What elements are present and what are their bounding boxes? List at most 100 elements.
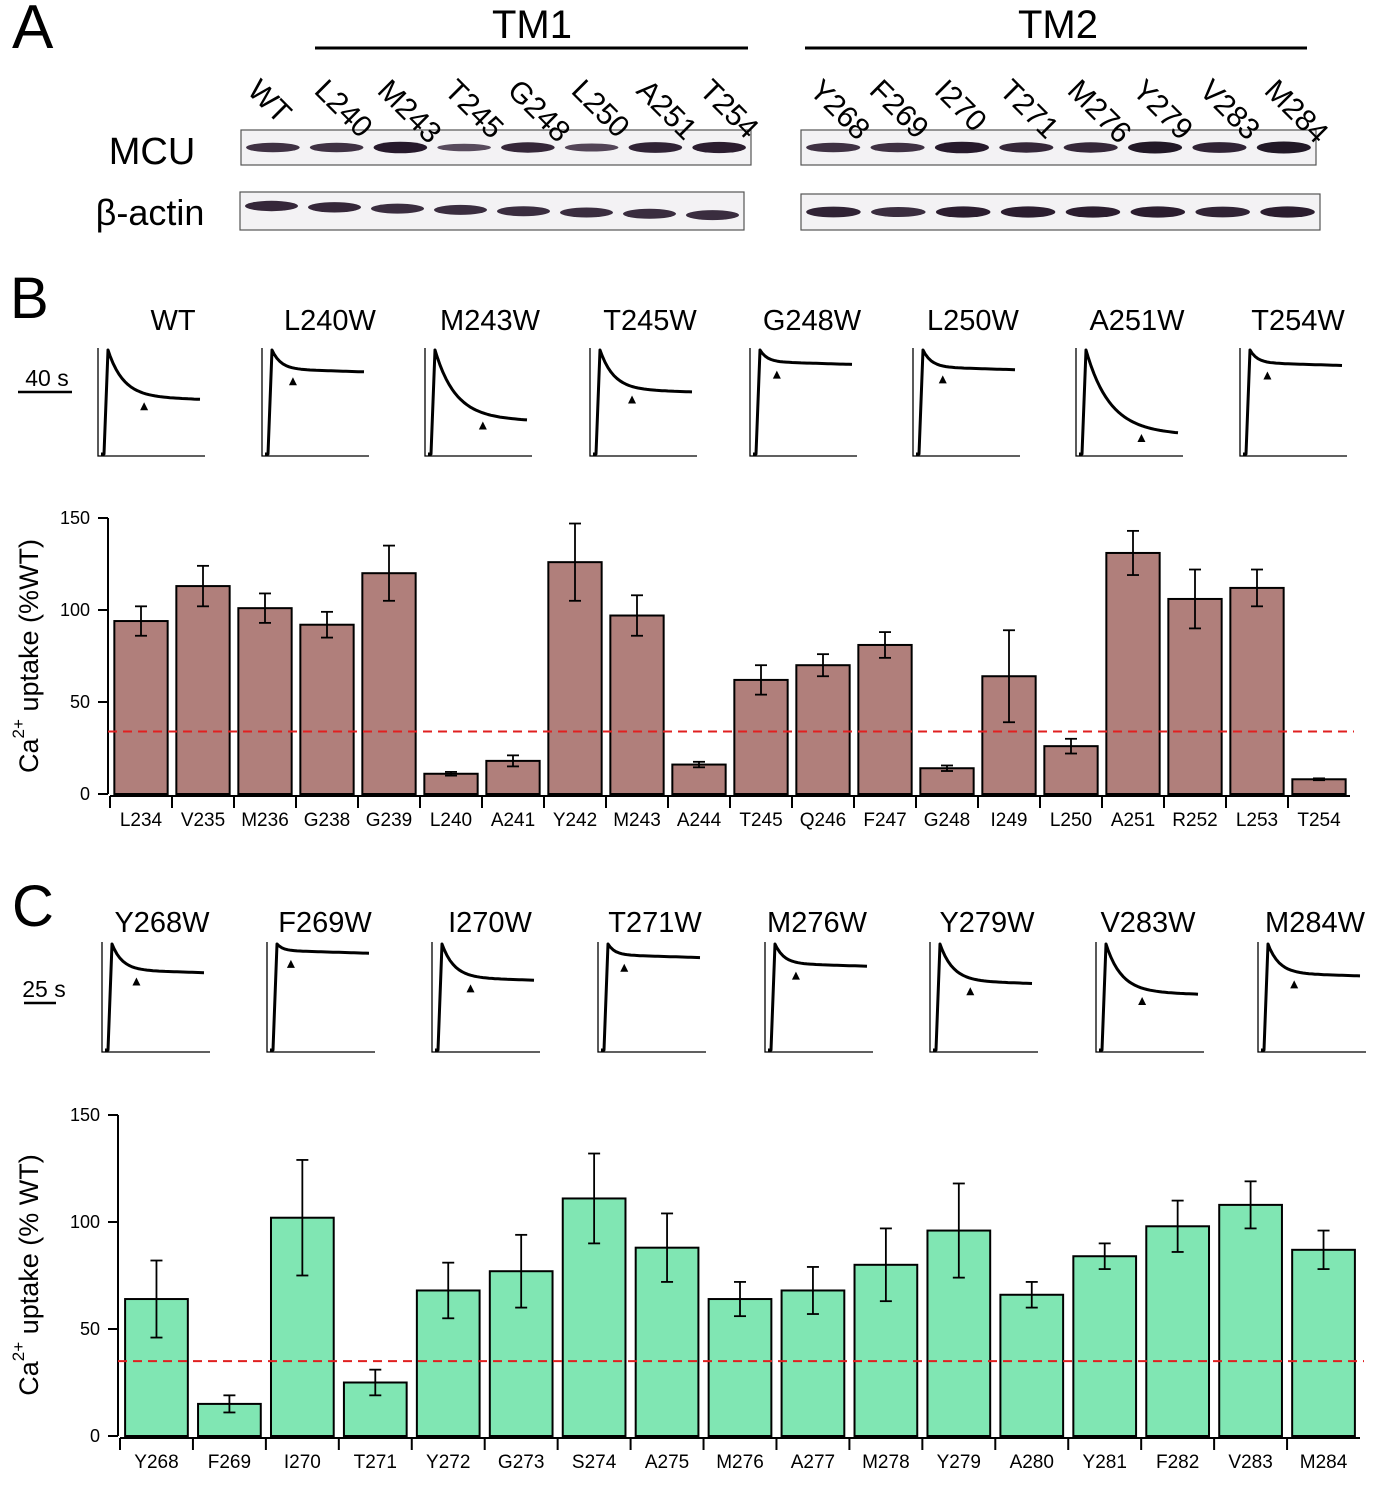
trace-title: L240W bbox=[284, 305, 377, 337]
band-actin bbox=[806, 206, 861, 218]
trace-axes bbox=[1239, 348, 1347, 457]
bar-M243 bbox=[609, 614, 665, 796]
calcium-trace bbox=[101, 348, 201, 456]
bar-Q246 bbox=[795, 664, 851, 796]
arrowhead-marker bbox=[1263, 371, 1272, 380]
bar-G248 bbox=[919, 767, 975, 795]
x-tick-label: A244 bbox=[677, 810, 722, 831]
band-actin bbox=[245, 200, 298, 212]
bar-T245 bbox=[733, 678, 789, 795]
trace-title: F269W bbox=[278, 907, 372, 939]
bar-V283 bbox=[1218, 1203, 1283, 1437]
actin-row-label: β-actin bbox=[96, 192, 205, 233]
arrowhead-marker bbox=[1290, 980, 1299, 989]
trace-axes bbox=[1095, 942, 1204, 1053]
band-mcu bbox=[1063, 142, 1118, 153]
trace-axes bbox=[912, 348, 1020, 457]
trace-title: L250W bbox=[927, 305, 1020, 337]
band-mcu bbox=[999, 142, 1054, 153]
x-tick-label: R252 bbox=[1172, 810, 1217, 831]
band-actin bbox=[497, 206, 550, 217]
trace-title: M243W bbox=[440, 305, 541, 337]
bar-A244 bbox=[671, 763, 727, 795]
bar-G239 bbox=[361, 572, 417, 796]
x-tick-label: S274 bbox=[572, 1452, 617, 1473]
bar-Y281 bbox=[1072, 1255, 1138, 1437]
x-tick-label: G239 bbox=[366, 810, 412, 831]
trace-title: I270W bbox=[448, 907, 532, 939]
band-mcu bbox=[628, 142, 683, 153]
trace-axes bbox=[261, 348, 369, 457]
calcium-trace bbox=[933, 942, 1033, 1052]
trace-title: M276W bbox=[767, 907, 868, 939]
trace-axes bbox=[431, 942, 540, 1053]
trace-title: M284W bbox=[1265, 907, 1366, 939]
arrowhead-marker bbox=[772, 370, 781, 379]
trace-axes bbox=[101, 942, 210, 1053]
trace-axes bbox=[1257, 942, 1366, 1053]
arrowhead-marker bbox=[938, 375, 947, 384]
bar-A280 bbox=[999, 1293, 1065, 1438]
band-mcu bbox=[437, 143, 491, 152]
calcium-trace bbox=[768, 942, 868, 1052]
band-mcu bbox=[373, 141, 428, 154]
calcium-trace bbox=[265, 348, 365, 456]
band-mcu bbox=[1128, 141, 1183, 154]
trace-axes bbox=[749, 348, 857, 457]
trace-axes bbox=[424, 348, 532, 457]
bar-M284 bbox=[1291, 1248, 1356, 1437]
trace-axes bbox=[97, 348, 205, 457]
band-actin bbox=[1065, 206, 1121, 218]
arrowhead-marker bbox=[286, 959, 295, 968]
band-actin bbox=[871, 207, 926, 217]
calcium-trace bbox=[1099, 942, 1199, 1052]
x-tick-label: G238 bbox=[304, 810, 350, 831]
x-tick-label: Y268 bbox=[134, 1452, 178, 1473]
calcium-trace bbox=[270, 942, 370, 1052]
trace-axes bbox=[764, 942, 873, 1053]
x-tick-label: T271 bbox=[354, 1452, 397, 1473]
bar-V235 bbox=[175, 585, 231, 796]
band-actin bbox=[308, 202, 361, 213]
bar-F282 bbox=[1145, 1225, 1211, 1438]
lane-label: WT bbox=[241, 74, 297, 130]
bar-chart-c: 0 50 100 150 Y268 F269 I270 T271 Y272 G273 S274 A27… bbox=[9, 1105, 1364, 1473]
bar-F247 bbox=[857, 643, 913, 796]
y-axis-label: Ca2+ uptake (% WT) bbox=[9, 1154, 44, 1395]
trace-title: V283W bbox=[1100, 907, 1196, 939]
bar-M276 bbox=[707, 1298, 773, 1438]
band-actin bbox=[560, 207, 613, 218]
x-tick-label: F282 bbox=[1156, 1452, 1199, 1473]
bar-T254 bbox=[1291, 778, 1347, 796]
y-tick-label: 50 bbox=[70, 692, 90, 712]
scale-bar-c-label: 25 s bbox=[22, 976, 65, 1002]
x-tick-label: T245 bbox=[739, 810, 782, 831]
calcium-trace bbox=[1243, 348, 1343, 456]
band-mcu bbox=[692, 141, 746, 154]
y-axis-label: Ca2+ uptake (%WT) bbox=[9, 539, 44, 773]
band-actin bbox=[686, 210, 739, 221]
mcu-row-label: MCU bbox=[109, 131, 196, 173]
band-actin bbox=[371, 203, 424, 214]
trace-axes bbox=[929, 942, 1038, 1053]
trace-title: A251W bbox=[1089, 305, 1185, 337]
lane-label: I270 bbox=[928, 74, 993, 139]
arrowhead-marker bbox=[478, 421, 487, 430]
x-tick-label: A251 bbox=[1111, 810, 1155, 831]
band-mcu bbox=[246, 142, 300, 153]
band-mcu bbox=[934, 141, 989, 154]
band-mcu bbox=[564, 143, 619, 152]
calcium-trace bbox=[601, 942, 701, 1052]
x-tick-label: G273 bbox=[498, 1452, 544, 1473]
bar-A251 bbox=[1105, 551, 1161, 796]
arrowhead-marker bbox=[620, 963, 629, 972]
x-tick-label: M284 bbox=[1300, 1452, 1348, 1473]
y-tick-label: 50 bbox=[80, 1319, 100, 1339]
bar-G238 bbox=[299, 623, 355, 795]
band-mcu bbox=[806, 142, 861, 153]
arrowhead-marker bbox=[791, 971, 800, 980]
trace-axes bbox=[589, 348, 697, 457]
scale-bar-b-label: 40 s bbox=[25, 365, 68, 391]
bar-M236 bbox=[237, 607, 293, 795]
arrowhead-marker bbox=[132, 977, 141, 986]
